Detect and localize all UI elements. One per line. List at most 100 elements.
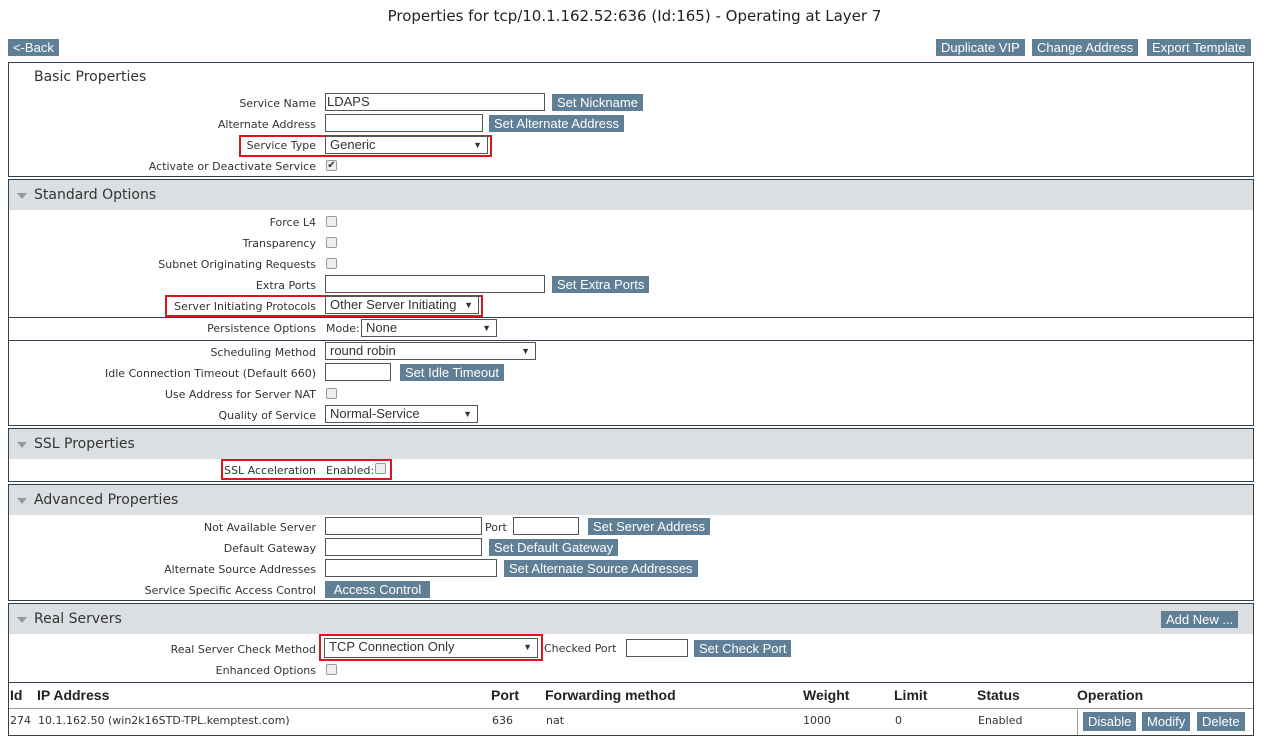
cell-limit: 0: [895, 714, 902, 727]
delete-button[interactable]: Delete: [1197, 712, 1245, 731]
export-template-button[interactable]: Export Template: [1147, 39, 1251, 56]
set-nickname-button[interactable]: Set Nickname: [552, 94, 643, 111]
dropdown-arrow-icon: ▼: [523, 642, 532, 652]
access-control-button[interactable]: Access Control: [325, 581, 430, 598]
persistence-mode-select[interactable]: None ▼: [361, 319, 497, 337]
real-servers-section: Real Servers: [8, 603, 1254, 736]
port-label: Port: [485, 521, 507, 534]
check-method-label: Real Server Check Method: [170, 643, 316, 656]
highlight-box: [165, 295, 483, 317]
basic-properties-section: Basic Properties: [8, 62, 1254, 177]
column-header-status: Status: [977, 687, 1020, 703]
standard-options-section: Standard Options: [8, 179, 1254, 426]
modify-button[interactable]: Modify: [1142, 712, 1191, 731]
set-check-port-button[interactable]: Set Check Port: [694, 640, 792, 657]
check-method-select[interactable]: TCP Connection Only ▼: [324, 638, 538, 658]
persistence-label: Persistence Options: [207, 322, 316, 335]
not-available-server-label: Not Available Server: [203, 521, 316, 534]
collapse-triangle-icon: [17, 498, 27, 504]
scheduling-label: Scheduling Method: [210, 346, 316, 359]
section-header[interactable]: SSL Properties: [9, 429, 1253, 459]
column-header-limit: Limit: [894, 687, 928, 703]
checked-port-input[interactable]: [626, 639, 688, 657]
checked-port-label: Checked Port: [544, 642, 617, 655]
transparency-checkbox[interactable]: [326, 237, 337, 248]
enhanced-options-checkbox[interactable]: [326, 664, 337, 675]
activate-checkbox[interactable]: ✔: [326, 160, 337, 171]
enabled-label: Enabled:: [326, 464, 375, 477]
server-initiating-label: Server Initiating Protocols: [174, 300, 316, 313]
cell-id: 274: [10, 714, 31, 727]
section-title: Advanced Properties: [34, 492, 179, 508]
collapse-triangle-icon: [17, 617, 27, 623]
qos-select[interactable]: Normal-Service ▼: [325, 405, 478, 423]
section-title: Basic Properties: [34, 69, 147, 85]
access-control-label: Service Specific Access Control: [144, 584, 316, 597]
idle-timeout-label: Idle Connection Timeout (Default 660): [105, 367, 316, 380]
server-nat-label: Use Address for Server NAT: [164, 388, 316, 401]
not-available-port-input[interactable]: [513, 517, 579, 535]
alternate-address-input[interactable]: [325, 114, 483, 132]
collapse-triangle-icon: [17, 193, 27, 199]
selected-value: Other Server Initiating: [330, 297, 457, 312]
set-idle-timeout-button[interactable]: Set Idle Timeout: [400, 364, 504, 381]
back-button[interactable]: <-Back: [8, 39, 59, 56]
divider: [9, 317, 1253, 318]
set-server-address-button[interactable]: Set Server Address: [588, 518, 710, 535]
cell-weight: 1000: [803, 714, 831, 727]
selected-value: TCP Connection Only: [329, 639, 455, 654]
scheduling-select[interactable]: round robin ▼: [325, 342, 536, 360]
divider: [9, 340, 1253, 341]
column-header-forwarding: Forwarding method: [545, 687, 676, 703]
service-type-select[interactable]: Generic ▼: [325, 136, 488, 154]
ssl-enabled-checkbox[interactable]: [375, 463, 386, 474]
selected-value: round robin: [330, 343, 396, 358]
section-header[interactable]: Standard Options: [9, 180, 1253, 210]
column-header-port: Port: [491, 687, 519, 703]
column-header-operation: Operation: [1077, 687, 1144, 703]
cell-ip: 10.1.162.50 (win2k16STD-TPL.kemptest.com…: [38, 714, 290, 727]
set-default-gateway-button[interactable]: Set Default Gateway: [489, 539, 619, 556]
not-available-server-input[interactable]: [325, 517, 482, 535]
duplicate-vip-button[interactable]: Duplicate VIP: [936, 39, 1025, 56]
extra-ports-input[interactable]: [325, 275, 545, 293]
idle-timeout-input[interactable]: [325, 363, 391, 381]
subnet-checkbox[interactable]: [326, 258, 337, 269]
page-title: Properties for tcp/10.1.162.52:636 (Id:1…: [387, 7, 882, 25]
server-initiating-select[interactable]: Other Server Initiating ▼: [325, 296, 479, 314]
selected-value: Generic: [330, 137, 376, 152]
column-header-id: Id: [10, 687, 23, 703]
set-alternate-source-button[interactable]: Set Alternate Source Addresses: [504, 560, 698, 577]
divider: [9, 708, 1253, 709]
disable-button[interactable]: Disable: [1083, 712, 1137, 731]
mode-label: Mode:: [326, 322, 360, 335]
default-gateway-input[interactable]: [325, 538, 482, 556]
alternate-source-input[interactable]: [325, 559, 497, 577]
add-new-button[interactable]: Add New ...: [1161, 611, 1239, 628]
set-extra-ports-button[interactable]: Set Extra Ports: [552, 276, 650, 293]
force-l4-checkbox[interactable]: [326, 216, 337, 227]
cell-port: 636: [492, 714, 513, 727]
force-l4-label: Force L4: [269, 216, 316, 229]
dropdown-arrow-icon: ▼: [464, 300, 473, 310]
alternate-source-label: Alternate Source Addresses: [164, 563, 316, 576]
service-type-label: Service Type: [246, 139, 316, 152]
service-name-input[interactable]: LDAPS: [325, 93, 545, 111]
section-title: SSL Properties: [34, 436, 135, 452]
change-address-button[interactable]: Change Address: [1032, 39, 1139, 56]
service-name-label: Service Name: [239, 97, 316, 110]
set-alternate-address-button[interactable]: Set Alternate Address: [489, 115, 625, 132]
divider: [9, 682, 1253, 683]
section-header[interactable]: Advanced Properties: [9, 485, 1253, 515]
alternate-address-label: Alternate Address: [217, 118, 316, 131]
activate-label: Activate or Deactivate Service: [148, 160, 316, 173]
server-nat-checkbox[interactable]: [326, 388, 337, 399]
dropdown-arrow-icon: ▼: [463, 409, 472, 419]
section-title: Standard Options: [34, 187, 157, 203]
transparency-label: Transparency: [242, 237, 316, 250]
extra-ports-label: Extra Ports: [255, 279, 316, 292]
default-gateway-label: Default Gateway: [223, 542, 316, 555]
enhanced-options-label: Enhanced Options: [215, 664, 316, 677]
ssl-acceleration-label: SSL Acceleration: [224, 464, 316, 477]
section-header[interactable]: Real Servers: [9, 604, 1253, 634]
